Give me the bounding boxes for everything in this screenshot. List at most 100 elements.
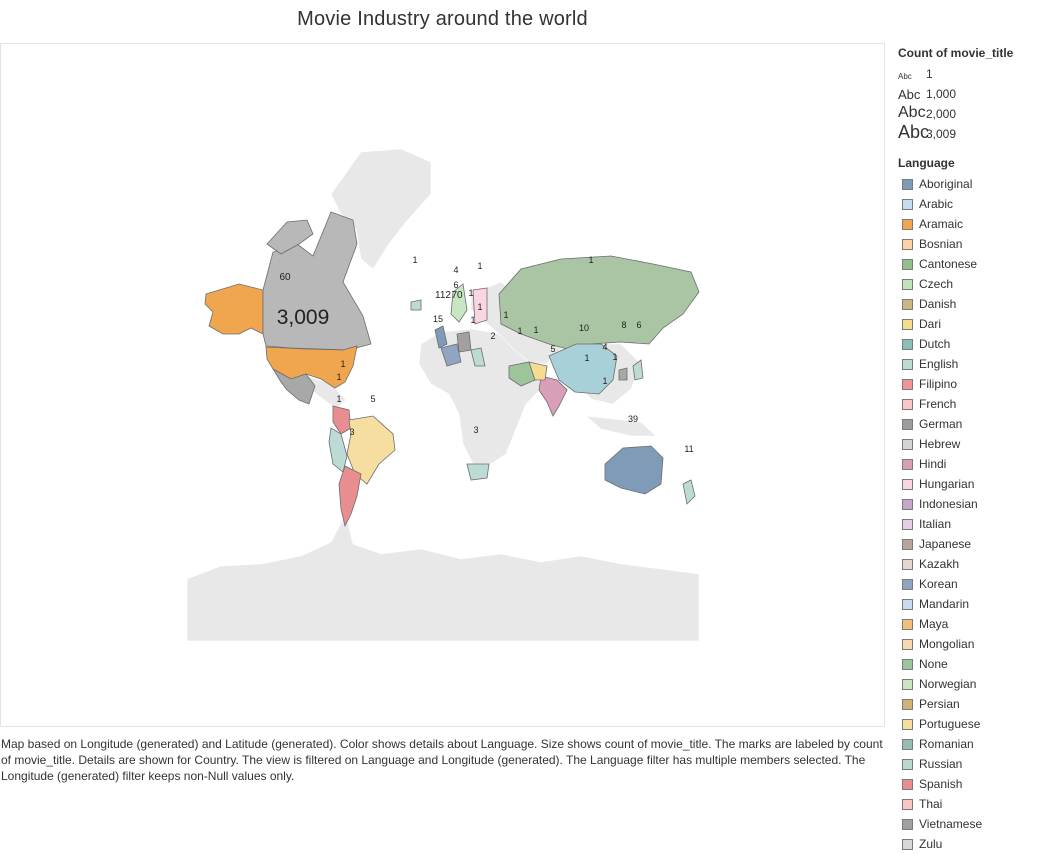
language-label: Vietnamese [919,817,983,831]
language-legend-item[interactable]: Cantonese [898,254,1037,274]
language-legend-item[interactable]: Japanese [898,534,1037,554]
language-label: French [919,397,957,411]
country-germany [456,331,472,353]
language-legend-item[interactable]: Italian [898,514,1037,534]
language-legend-item[interactable]: Bosnian [898,234,1037,254]
language-color-swatch [902,418,913,430]
size-legend-title: Count of movie_title [898,46,1014,60]
language-legend-item[interactable]: Kazakh [898,554,1037,574]
count-label: 5 [550,344,555,354]
language-legend-item[interactable]: Vietnamese [898,814,1037,834]
language-legend-item[interactable]: Russian [898,754,1037,774]
language-label: Mongolian [919,637,975,651]
language-legend-item[interactable]: Danish [898,294,1037,314]
language-legend-item[interactable]: Romanian [898,734,1037,754]
language-label: Maya [919,617,949,631]
language-label: None [919,657,948,671]
count-label: 4 [453,265,458,275]
country-australia [604,445,664,495]
language-legend-item[interactable]: Spanish [898,774,1037,794]
count-label: 8 [621,320,626,330]
country-mexico [271,367,316,405]
size-legend-value: 1,000 [926,87,957,101]
language-color-swatch [902,258,913,270]
language-color-swatch [902,238,913,250]
size-legend-glyph: Abc [898,122,930,142]
language-legend-item[interactable]: Aramaic [898,214,1037,234]
language-legend-item[interactable]: Hindi [898,454,1037,474]
size-legend-value: 3,009 [926,127,957,141]
map-view[interactable]: 3,009 60 39 11 10 5 5 3 3 1 112 15 70 4 1 6 1 1 1 1 2 1 1 1 6 8 4 1… [0,43,885,727]
language-legend-item[interactable]: Indonesian [898,494,1037,514]
count-label: 3,009 [277,306,330,329]
language-legend-item[interactable]: German [898,414,1037,434]
language-legend-item[interactable]: None [898,654,1037,674]
language-legend-item[interactable]: Hebrew [898,434,1037,454]
country-india [538,375,568,417]
language-legend[interactable]: Aboriginal Arabic Aramaic Bosnian Cantonese C… [898,174,1037,854]
language-color-swatch [902,638,913,650]
language-legend-item[interactable]: English [898,354,1037,374]
language-label: Hindi [919,457,947,471]
count-label: 1 [340,359,345,369]
language-legend-item[interactable]: Persian [898,694,1037,714]
language-legend-title: Language [898,156,955,170]
language-color-swatch [902,538,913,550]
count-label: 1 [602,376,607,386]
language-color-swatch [902,578,913,590]
country-china [548,343,618,395]
language-legend-item[interactable]: Mandarin [898,594,1037,614]
language-legend-item[interactable]: Zulu [898,834,1037,854]
language-legend-item[interactable]: Arabic [898,194,1037,214]
country-afghanistan [528,361,548,381]
country-argentina [338,465,362,528]
language-color-swatch [902,278,913,290]
language-color-swatch [902,658,913,670]
count-label: 5 [370,394,375,404]
language-legend-item[interactable]: French [898,394,1037,414]
chart-title: Movie Industry around the world [297,8,588,30]
count-label: 70 [451,290,463,301]
country-france [440,343,462,367]
country-shapes[interactable] [204,211,700,528]
language-label: Persian [919,697,960,711]
language-label: English [919,357,959,371]
language-legend-item[interactable]: Filipino [898,374,1037,394]
language-label: Portuguese [919,717,981,731]
language-label: Zulu [919,837,943,851]
language-legend-item[interactable]: Dari [898,314,1037,334]
count-label: 10 [579,323,589,333]
land-antarctica [186,513,700,642]
country-finland [472,287,488,325]
count-label: 1 [470,315,475,325]
country-uk [434,325,448,349]
size-legend-value: 1 [926,67,933,81]
count-label: 3 [473,425,478,435]
count-label: 1 [336,372,341,382]
language-label: Dari [919,317,942,331]
language-legend-item[interactable]: Thai [898,794,1037,814]
language-legend-item[interactable]: Portuguese [898,714,1037,734]
count-label: 6 [636,320,641,330]
count-label: 4 [602,342,607,352]
size-legend-glyph: Abc [898,104,926,121]
language-legend-item[interactable]: Mongolian [898,634,1037,654]
size-legend-row: Abc 3,009 [898,122,1037,144]
language-color-swatch [902,598,913,610]
count-label: 1 [477,261,482,271]
language-legend-item[interactable]: Maya [898,614,1037,634]
country-colombia [332,405,352,435]
language-label: Aboriginal [919,177,973,191]
language-legend-item[interactable]: Norwegian [898,674,1037,694]
language-legend-item[interactable]: Korean [898,574,1037,594]
size-legend-row: Abc 1,000 [898,84,1037,104]
language-legend-item[interactable]: Aboriginal [898,174,1037,194]
language-color-swatch [902,738,913,750]
count-label: 1 [412,255,417,265]
language-color-swatch [902,498,913,510]
language-legend-item[interactable]: Dutch [898,334,1037,354]
count-label: 1 [336,394,341,404]
language-legend-item[interactable]: Czech [898,274,1037,294]
language-legend-item[interactable]: Hungarian [898,474,1037,494]
